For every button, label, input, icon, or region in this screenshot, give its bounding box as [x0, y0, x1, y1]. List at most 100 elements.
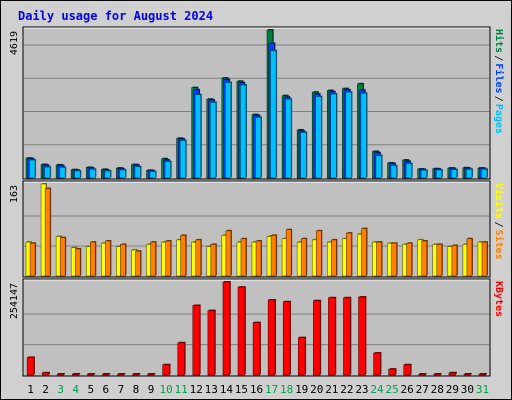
bar-hits-pages-day-17-face [270, 50, 277, 179]
bar-hits-pages-day-10-face [164, 161, 171, 179]
bar-hits-pages-day-31-face [481, 169, 488, 179]
bar-hits-pages-day-3 [59, 166, 67, 179]
x-tick-label-day-23: 23 [355, 383, 368, 396]
bar-kbytes-kbytes-day-31 [478, 373, 487, 376]
bar-visits-sites-day-2 [44, 187, 52, 277]
bar-hits-pages-day-25-face [390, 165, 397, 179]
x-tick-label-day-21: 21 [325, 383, 338, 396]
bar-visits-sites-day-21-face [331, 239, 337, 277]
bar-hits-pages-day-19-face [300, 132, 307, 179]
bar-hits-pages-day-14 [224, 81, 232, 179]
bar-kbytes-kbytes-day-28-shadow [434, 373, 442, 374]
bar-hits-pages-day-17 [270, 49, 278, 179]
x-tick-label-day-17: 17 [265, 383, 278, 396]
bar-kbytes-kbytes-day-30 [463, 373, 472, 376]
x-tick-label-day-29: 29 [446, 383, 459, 396]
bar-hits-pages-day-22-face [345, 91, 352, 179]
panel-hits-ymax-label: 4619 [9, 31, 20, 55]
bar-visits-sites-day-10-face [165, 240, 171, 277]
bar-kbytes-kbytes-day-29-face [448, 372, 457, 376]
legend-separator: / [493, 55, 504, 61]
bar-kbytes-kbytes-day-30-shadow [465, 373, 472, 374]
x-tick-label-day-27: 27 [416, 383, 429, 396]
bar-visits-sites-day-14-face [225, 230, 232, 277]
bar-visits-sites-day-29-face [451, 245, 458, 277]
chart-panels: 4619 Hits / Files / Pages 163 Visits / Sites 25414… [9, 26, 505, 377]
bar-hits-pages-day-5 [89, 168, 97, 179]
bar-hits-pages-day-27-face [420, 170, 428, 179]
bar-visits-sites-day-4-face [74, 248, 81, 277]
bar-hits-pages-day-2 [44, 166, 52, 179]
bar-kbytes-kbytes-day-23-face [358, 296, 366, 376]
x-axis: 1 2 3 4 5 6 7 8 9 10 11 12 13 14 15 16 17 18 19 20 21 22 23 24 2… [27, 383, 489, 396]
bar-visits-sites-day-4 [74, 247, 82, 277]
bar-kbytes-kbytes-day-13 [207, 309, 216, 376]
bar-visits-sites-day-15-face [240, 238, 247, 277]
bar-hits-pages-day-11-face [179, 140, 187, 179]
bar-visits-sites-day-30 [466, 237, 473, 277]
bar-kbytes-kbytes-day-1-face [26, 357, 35, 376]
panel-visits-legend: Visits / Sites [493, 183, 505, 260]
bar-kbytes-kbytes-day-21 [328, 296, 337, 376]
bar-hits-pages-day-16-face [255, 117, 262, 179]
bar-visits-sites-day-2-face [44, 188, 51, 277]
bar-kbytes-kbytes-day-6-face [102, 373, 110, 376]
bar-visits-sites-day-29 [451, 244, 458, 277]
legend-label-sites: Sites [493, 230, 505, 260]
bar-visits-sites-day-17 [270, 234, 278, 277]
bar-kbytes-kbytes-day-2-face [41, 372, 50, 376]
bar-hits-pages-day-29-face [450, 169, 458, 179]
x-tick-label-day-22: 22 [340, 383, 353, 396]
panel-visits-ymax-label: 163 [9, 185, 20, 203]
panel-hits: 4619 Hits / Files / Pages [9, 26, 505, 180]
bar-visits-sites-day-1 [29, 242, 37, 277]
bar-kbytes-kbytes-day-26 [403, 363, 412, 376]
legend-separator: / [493, 222, 504, 228]
bar-kbytes-kbytes-day-31-face [478, 373, 487, 376]
bar-visits-sites-day-3 [59, 236, 67, 277]
bar-visits-sites-day-28-face [436, 244, 443, 277]
bar-visits-sites-day-6-face [105, 240, 111, 277]
bar-hits-pages-day-28-face [435, 169, 443, 179]
x-tick-label-day-3: 3 [57, 383, 64, 396]
bar-kbytes-kbytes-day-6-shadow [103, 373, 111, 374]
bar-kbytes-kbytes-day-27-shadow [419, 373, 427, 374]
bar-kbytes-kbytes-day-4-shadow [73, 373, 81, 374]
bar-visits-sites-day-10 [165, 240, 172, 277]
bar-visits-sites-day-26-face [406, 242, 412, 277]
legend-label-kbytes: KBytes [493, 281, 504, 317]
bar-kbytes-kbytes-day-22 [343, 296, 352, 376]
bar-kbytes-kbytes-day-3 [56, 373, 66, 376]
bar-visits-sites-day-31-face [481, 241, 488, 277]
bar-kbytes-kbytes-day-17 [267, 298, 276, 376]
bar-hits-pages-day-14-face [224, 82, 232, 179]
x-tick-label-day-2: 2 [42, 383, 49, 396]
bar-hits-pages-day-2-face [44, 166, 51, 179]
bar-kbytes-kbytes-day-7-face [117, 373, 125, 376]
bar-hits-pages-day-4-face [74, 170, 81, 179]
bar-kbytes-kbytes-day-19-face [297, 337, 306, 376]
x-tick-label-day-7: 7 [118, 383, 125, 396]
bar-hits-pages-day-13-face [209, 102, 217, 179]
bar-kbytes-kbytes-day-3-face [56, 373, 65, 376]
bar-kbytes-kbytes-day-4 [72, 373, 81, 376]
bar-kbytes-kbytes-day-29 [448, 371, 457, 376]
bar-visits-sites-day-12 [195, 238, 202, 277]
bar-kbytes-kbytes-day-1 [26, 356, 35, 376]
bar-visits-sites-day-16 [255, 240, 263, 277]
bar-kbytes-kbytes-day-14 [222, 281, 231, 376]
bar-kbytes-kbytes-day-9-face [147, 373, 155, 376]
bar-hits-pages-day-18-face [285, 98, 292, 179]
bar-kbytes-kbytes-day-20-face [313, 300, 321, 376]
bar-kbytes-kbytes-day-17-face [267, 299, 276, 376]
x-tick-label-day-11: 11 [175, 383, 188, 396]
bar-hits-pages-day-15-face [240, 84, 247, 179]
bar-hits-pages-day-29 [450, 168, 458, 179]
bar-visits-sites-day-18 [285, 228, 293, 277]
bar-visits-sites-day-27-face [421, 240, 428, 277]
x-tick-label-day-31: 31 [476, 383, 489, 396]
x-tick-label-day-28: 28 [431, 383, 444, 396]
x-tick-label-day-16: 16 [250, 383, 263, 396]
legend-label-files: Files [493, 63, 505, 93]
bar-kbytes-kbytes-day-23 [358, 296, 367, 376]
